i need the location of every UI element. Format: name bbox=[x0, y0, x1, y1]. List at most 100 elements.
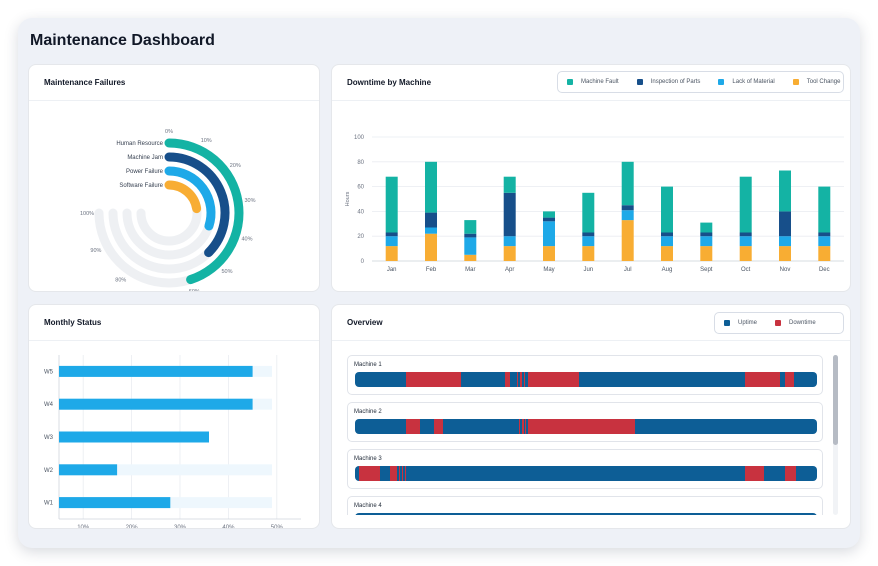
monthly-status-header: Monthly Status bbox=[29, 305, 319, 341]
bar-dec-inspection-of-parts bbox=[818, 232, 831, 237]
bar-feb-inspection-of-parts bbox=[425, 212, 437, 228]
legend-label-lack-of-material: Lack of Material bbox=[732, 79, 775, 85]
bar-apr-tool-change bbox=[503, 246, 516, 261]
downtime-segment bbox=[402, 466, 404, 481]
radial-tick-label: 90% bbox=[90, 248, 101, 254]
machine-label: Machine 2 bbox=[354, 409, 382, 415]
downtime-x-tick-label-jan: Jan bbox=[387, 267, 397, 273]
overview-card: Overview Uptime Downtime Machine 1 Machin… bbox=[331, 304, 851, 529]
maintenance-failures-title: Maintenance Failures bbox=[44, 78, 126, 87]
bar-may-machine-fault bbox=[543, 211, 555, 218]
downtime-x-tick-label-mar: Mar bbox=[465, 267, 475, 273]
downtime-segment bbox=[525, 419, 527, 434]
downtime-x-tick-label-apr: Apr bbox=[505, 267, 514, 273]
monthly-status-card: Monthly Status 10% 20% 30% 40% 50% W5 W4 W3 W2 W1 bbox=[28, 304, 320, 529]
bar-sept-tool-change bbox=[700, 246, 713, 261]
downtime-segment bbox=[358, 466, 381, 481]
bar-oct-inspection-of-parts bbox=[739, 232, 752, 237]
monthly-x-tick-label: 20% bbox=[126, 525, 139, 529]
radial-tick-label: 50% bbox=[221, 269, 232, 275]
downtime-card: Downtime by Machine Machine Fault Inspec… bbox=[331, 64, 851, 292]
downtime-segment bbox=[389, 466, 397, 481]
app-title: Maintenance Dashboard bbox=[30, 32, 215, 49]
downtime-segment bbox=[784, 466, 797, 481]
machine-list-scroll-thumb[interactable] bbox=[833, 355, 838, 445]
downtime-x-tick-label-jun: Jun bbox=[583, 267, 593, 273]
machine-row-machine-4[interactable]: Machine 4 bbox=[347, 496, 823, 515]
legend-label-tool-change: Tool Change bbox=[806, 79, 841, 85]
bar-apr-inspection-of-parts bbox=[503, 192, 516, 237]
legend-swatch-lack-of-material bbox=[718, 79, 725, 85]
downtime-segment bbox=[433, 419, 443, 434]
downtime-y-tick-label: 20 bbox=[357, 234, 364, 240]
monthly-x-tick-label: 10% bbox=[77, 525, 90, 529]
downtime-segment bbox=[784, 372, 794, 387]
machine-row-machine-2[interactable]: Machine 2 bbox=[347, 402, 823, 442]
bar-aug-tool-change bbox=[661, 246, 673, 261]
bar-sept-inspection-of-parts bbox=[700, 232, 713, 237]
downtime-x-tick-label-oct: Oct bbox=[741, 267, 751, 273]
overview-legend: Uptime Downtime bbox=[714, 312, 844, 334]
legend-swatch-tool-change bbox=[792, 79, 799, 85]
downtime-segment bbox=[404, 466, 407, 481]
radial-label-human-resource: Human Resource bbox=[116, 141, 163, 147]
bar-sept-lack-of-material bbox=[700, 236, 713, 247]
legend-item-tool-change: Tool Change bbox=[792, 79, 841, 85]
downtime-segment bbox=[516, 372, 519, 387]
bar-jun-inspection-of-parts bbox=[582, 232, 595, 237]
bar-nov-machine-fault bbox=[779, 170, 791, 212]
downtime-y-tick-label: 40 bbox=[357, 209, 364, 215]
machine-label: Machine 3 bbox=[354, 456, 382, 462]
bar-oct-lack-of-material bbox=[739, 236, 752, 247]
monthly-y-tick-label-w2: W2 bbox=[44, 468, 54, 474]
radial-tick-label: 80% bbox=[115, 277, 126, 283]
machine-row-machine-1[interactable]: Machine 1 bbox=[347, 355, 823, 395]
bar-sept-machine-fault bbox=[700, 222, 713, 233]
machine-timeline[interactable] bbox=[355, 466, 817, 481]
legend-item-uptime: Uptime bbox=[724, 320, 757, 326]
downtime-segment bbox=[519, 419, 521, 434]
bar-feb-lack-of-material bbox=[425, 227, 437, 234]
downtime-legend: Machine Fault Inspection of Parts Lack o… bbox=[557, 71, 844, 93]
radial-bar-power-failure bbox=[164, 166, 216, 231]
legend-label-machine-fault: Machine Fault bbox=[581, 79, 619, 85]
monthly-y-tick-label-w4: W4 bbox=[44, 402, 54, 408]
radial-bar-software-failure bbox=[164, 180, 202, 214]
monthly-status-chart: 10% 20% 30% 40% 50% W5 W4 W3 W2 W1 bbox=[44, 355, 301, 529]
bar-may-lack-of-material bbox=[543, 221, 555, 247]
machine-list[interactable]: Machine 1 Machine 2 Machine 3 Machine 4 bbox=[347, 355, 827, 515]
bar-aug-lack-of-material bbox=[661, 236, 673, 247]
monthly-bar-w2 bbox=[59, 464, 118, 476]
bar-feb-tool-change bbox=[425, 233, 437, 261]
maintenance-failures-header: Maintenance Failures bbox=[29, 65, 319, 101]
downtime-segment bbox=[524, 372, 526, 387]
bar-jan-inspection-of-parts bbox=[385, 232, 398, 237]
bar-mar-inspection-of-parts bbox=[464, 233, 477, 238]
maintenance-failures-chart: Human Resource Machine Jam Power Failure So… bbox=[80, 129, 256, 291]
bar-apr-lack-of-material bbox=[503, 236, 516, 247]
downtime-y-axis-label: Hours bbox=[345, 191, 351, 206]
machine-timeline[interactable] bbox=[355, 372, 817, 387]
dashboard-window: Maintenance Dashboard Maintenance Failur… bbox=[18, 18, 860, 548]
radial-label-power-failure: Power Failure bbox=[126, 169, 164, 175]
downtime-segment bbox=[745, 466, 764, 481]
radial-label-machine-jam: Machine Jam bbox=[127, 155, 163, 161]
radial-tick-label: 10% bbox=[201, 138, 212, 144]
downtime-segment bbox=[405, 419, 420, 434]
downtime-segment bbox=[405, 372, 462, 387]
bar-dec-lack-of-material bbox=[818, 236, 831, 247]
machine-timeline[interactable] bbox=[355, 419, 817, 434]
machine-list-scrollbar[interactable] bbox=[833, 355, 838, 515]
radial-tick-label: 0% bbox=[165, 129, 173, 135]
overview-header: Overview bbox=[332, 305, 850, 341]
machine-timeline[interactable] bbox=[355, 513, 817, 515]
bar-jul-lack-of-material bbox=[621, 210, 634, 221]
legend-swatch-downtime bbox=[775, 320, 782, 326]
monthly-x-tick-label: 30% bbox=[174, 525, 187, 529]
bar-jul-inspection-of-parts bbox=[621, 205, 634, 211]
downtime-x-tick-label-dec: Dec bbox=[819, 267, 830, 273]
downtime-x-tick-label-jul: Jul bbox=[624, 267, 632, 273]
monthly-y-tick-label-w3: W3 bbox=[44, 435, 54, 441]
machine-row-machine-3[interactable]: Machine 3 bbox=[347, 449, 823, 489]
monthly-y-tick-label-w5: W5 bbox=[44, 369, 54, 375]
